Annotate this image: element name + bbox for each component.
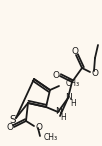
Text: H: H [60, 113, 66, 121]
Text: O: O [72, 46, 79, 55]
Text: CH₃: CH₃ [66, 80, 80, 88]
Text: O: O [36, 122, 43, 132]
Text: O: O [92, 68, 99, 78]
Text: O: O [7, 122, 13, 132]
Text: CH₃: CH₃ [44, 133, 58, 141]
Text: S: S [10, 115, 16, 125]
Text: N: N [55, 106, 61, 115]
Text: O: O [53, 72, 59, 80]
Text: N: N [65, 93, 71, 101]
Text: H: H [70, 99, 76, 107]
